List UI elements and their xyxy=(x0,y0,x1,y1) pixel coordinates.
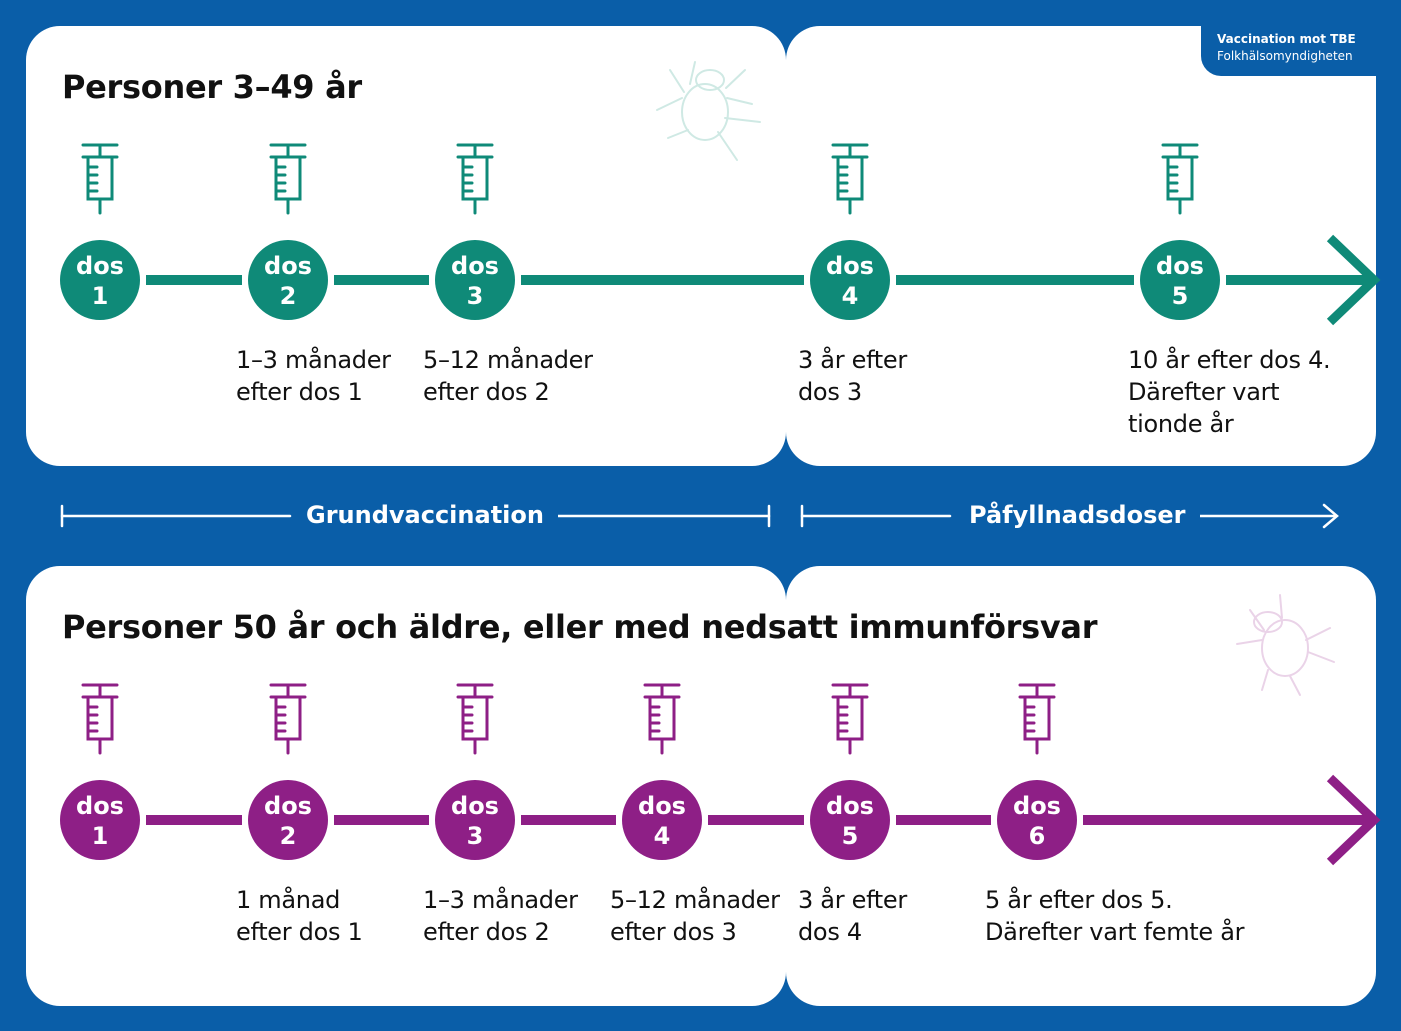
dose-description-line: efter dos 1 xyxy=(236,378,363,406)
dose-description: 5–12 månader efter dos 2 xyxy=(423,344,593,408)
dose-description-line: Därefter vart xyxy=(1128,378,1280,406)
dose-description-line: 5 år efter dos 5. xyxy=(985,886,1173,914)
dose-description-line: dos 4 xyxy=(798,918,862,946)
dose-description: 1 månad efter dos 1 xyxy=(236,884,363,948)
dose-description-line: efter dos 1 xyxy=(236,918,363,946)
dose-description-line: efter dos 2 xyxy=(423,378,550,406)
dose-description-line: efter dos 2 xyxy=(423,918,550,946)
dose-description-line: dos 3 xyxy=(798,378,862,406)
dose-description: 3 år efter dos 4 xyxy=(798,884,907,948)
section-title-older: Personer 50 år och äldre, eller med neds… xyxy=(62,608,1098,646)
dose-description-line: 1–3 månader xyxy=(236,346,391,374)
dose-description: 10 år efter dos 4. Därefter vart tionde år xyxy=(1128,344,1331,440)
dose-description: 5–12 månader efter dos 3 xyxy=(610,884,780,948)
header-source: Folkhälsomyndigheten xyxy=(1217,49,1353,63)
dose-description: 1–3 månader efter dos 2 xyxy=(423,884,578,948)
header-tag: Vaccination mot TBE Folkhälsomyndigheten xyxy=(1217,31,1356,65)
dose-description: 3 år efter dos 3 xyxy=(798,344,907,408)
dose-description-line: 3 år efter xyxy=(798,886,907,914)
phase-label-primary: Grundvaccination xyxy=(292,500,558,530)
dose-description: 5 år efter dos 5. Därefter vart femte år xyxy=(985,884,1244,948)
dose-description: 1–3 månader efter dos 1 xyxy=(236,344,391,408)
section-title-young: Personer 3–49 år xyxy=(62,68,362,106)
dose-description-line: tionde år xyxy=(1128,410,1234,438)
dose-description-line: 3 år efter xyxy=(798,346,907,374)
dose-description-line: 5–12 månader xyxy=(423,346,593,374)
phase-label-booster: Påfyllnadsdoser xyxy=(955,500,1200,530)
dose-description-line: 10 år efter dos 4. xyxy=(1128,346,1331,374)
dose-description-line: 5–12 månader xyxy=(610,886,780,914)
header-title: Vaccination mot TBE xyxy=(1217,32,1356,46)
dose-description-line: 1–3 månader xyxy=(423,886,578,914)
header-notch xyxy=(1201,22,1391,76)
dose-description-line: 1 månad xyxy=(236,886,341,914)
dose-description-line: Därefter vart femte år xyxy=(985,918,1245,946)
dose-description-line: efter dos 3 xyxy=(610,918,737,946)
